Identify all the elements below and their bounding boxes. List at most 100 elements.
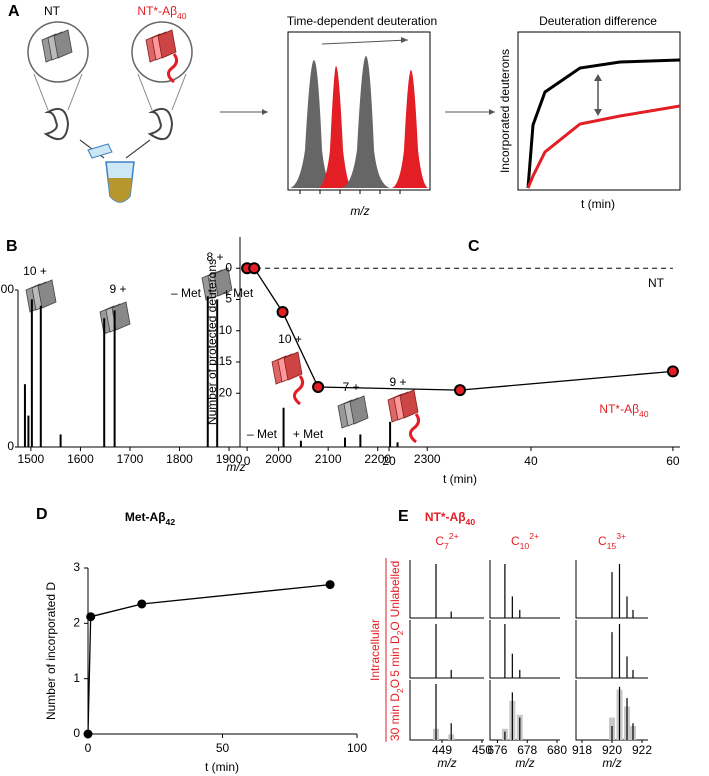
series-label: NT*-Aβ40: [599, 402, 648, 419]
text-part: 40: [639, 409, 649, 419]
x-tick-label: 50: [216, 741, 230, 755]
line: [87, 583, 331, 735]
x-tick-label: 2000: [265, 452, 292, 466]
marker: [86, 612, 96, 622]
text-part: 10: [520, 541, 530, 551]
annotation: 8 +: [206, 250, 223, 264]
y-tick-label: 0: [7, 439, 14, 453]
x-tick-label: 100: [347, 741, 367, 755]
row-label: 30 min D2O: [388, 679, 405, 741]
panel-letter: C: [468, 238, 480, 255]
x-tick-label: 20: [382, 454, 396, 468]
y-tick-label: 2: [73, 616, 80, 630]
text-part: 42: [166, 517, 176, 527]
axis-label: Number of incorporated D: [44, 582, 58, 720]
axis: [489, 560, 560, 619]
label: Deuteration difference: [539, 14, 657, 28]
axis-label: m/z: [602, 756, 621, 770]
x-tick-label: 1700: [117, 452, 144, 466]
annotation: – Met: [171, 286, 202, 300]
text-part: C: [511, 534, 520, 548]
axis-label: m/z: [226, 460, 245, 474]
column-title: C153+: [598, 531, 626, 551]
marker: [312, 381, 325, 393]
chart-title: NT*-Aβ40: [425, 510, 475, 527]
panel-letter: B: [6, 238, 18, 255]
annotation: + Met: [223, 286, 254, 300]
text-part: NT*-Aβ: [137, 4, 177, 18]
x-tick-label: 922: [632, 743, 652, 757]
text-part: NT*-Aβ: [425, 510, 466, 524]
axis: [239, 237, 680, 448]
axis-label: t (min): [205, 760, 239, 774]
axis: [575, 560, 648, 619]
group-label: Intracellular: [368, 619, 382, 681]
x-tick-label: 450: [472, 743, 492, 757]
x-tick-label: 449: [432, 743, 452, 757]
marker: [248, 262, 261, 275]
text-part: 15: [607, 541, 617, 551]
marker: [137, 599, 147, 609]
text-part: 30 min D: [388, 693, 402, 741]
annotation: 10 +: [278, 332, 302, 346]
axis-label: m/z: [350, 204, 369, 218]
x-tick-label: 678: [517, 743, 537, 757]
axis: [575, 620, 648, 679]
axis: [489, 620, 560, 679]
text-part: 2+: [449, 531, 459, 541]
marker: [325, 580, 335, 590]
series-label: NT: [648, 276, 665, 290]
axis-label: t (min): [443, 472, 477, 486]
marker: [276, 306, 289, 318]
axis-label: t (min): [581, 197, 615, 211]
chart-title: Met-Aβ42: [125, 510, 175, 527]
text-part: C: [598, 534, 607, 548]
axis: [489, 680, 560, 741]
text-part: 7: [444, 541, 449, 551]
y-tick-label: 3: [73, 560, 80, 574]
x-tick-label: 2300: [414, 452, 441, 466]
x-tick-label: 2100: [315, 452, 342, 466]
y-tick-label: 100: [0, 282, 14, 296]
text-part: 2: [395, 688, 405, 693]
x-tick-label: 0: [85, 741, 92, 755]
marker: [666, 365, 679, 378]
axis: [409, 680, 484, 741]
text-part: 3+: [616, 531, 626, 541]
label: NT*-Aβ40: [137, 4, 186, 21]
x-tick-label: 676: [487, 743, 507, 757]
axis: [409, 620, 484, 679]
label: Time-dependent deuteration: [287, 14, 437, 28]
x-tick-label: 0: [244, 454, 251, 468]
text-part: O: [388, 621, 402, 630]
annotation: 9 +: [389, 375, 406, 389]
text-part: 40: [466, 517, 476, 527]
y-tick-label: 0: [225, 260, 232, 274]
x-tick-label: 2200: [364, 452, 391, 466]
text-part: O: [388, 679, 402, 688]
annotation: 9 +: [109, 282, 126, 296]
x-tick-label: 60: [666, 454, 680, 468]
row-label: 5 min D2O: [388, 621, 405, 676]
axis-label: Number of protected deuterons: [205, 259, 219, 425]
marker: [454, 384, 466, 397]
text-part: C: [435, 534, 444, 548]
column-title: C72+: [435, 531, 458, 551]
x-tick-label: 1800: [166, 452, 193, 466]
y-tick-label: 0: [73, 726, 80, 740]
x-tick-label: 680: [547, 743, 567, 757]
annotation: – Met: [247, 427, 278, 441]
axis: [409, 560, 484, 619]
text-part: 2: [395, 630, 405, 635]
x-tick-label: 1600: [67, 452, 94, 466]
text-part: 5 min D: [388, 635, 402, 677]
label: NT: [44, 4, 61, 18]
text-part: NT*-Aβ: [599, 402, 639, 416]
row-label: Unlabelled: [388, 561, 402, 618]
x-tick-label: 1900: [216, 452, 243, 466]
line: [247, 267, 673, 391]
axis-label: m/z: [515, 756, 534, 770]
column-title: C102+: [511, 531, 539, 551]
